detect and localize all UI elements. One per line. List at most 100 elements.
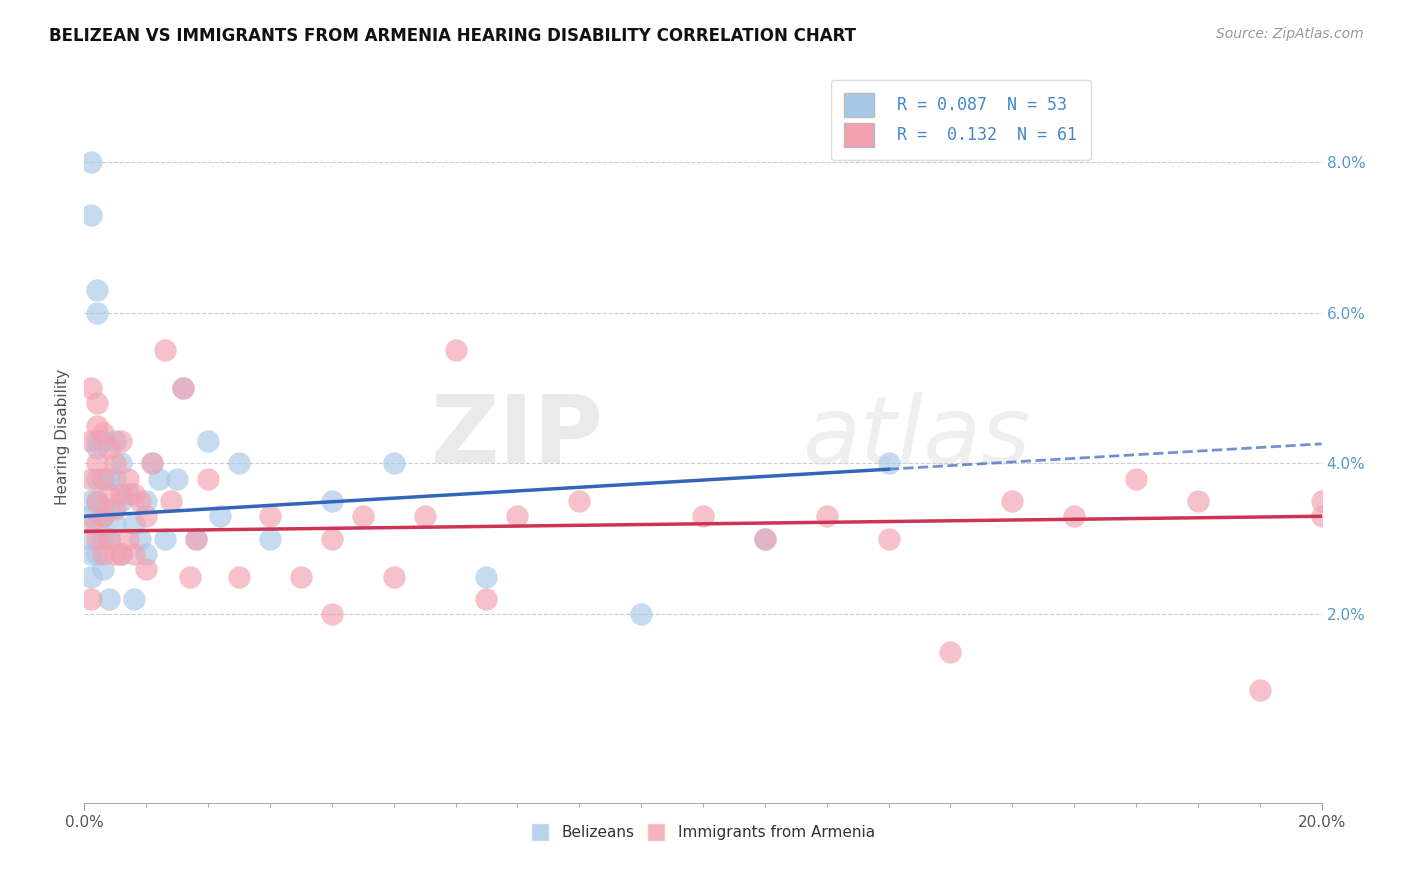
Point	[91, 532, 114, 546]
Point	[259, 509, 281, 524]
Point	[1310, 509, 1333, 524]
Point	[79, 547, 101, 561]
Point	[91, 426, 114, 441]
Point	[79, 592, 101, 607]
Point	[815, 509, 838, 524]
Point	[754, 532, 776, 546]
Point	[91, 562, 114, 576]
Point	[110, 494, 132, 508]
Point	[79, 381, 101, 395]
Point	[86, 396, 108, 410]
Point	[172, 381, 194, 395]
Point	[86, 283, 108, 297]
Point	[197, 471, 219, 485]
Point	[1125, 471, 1147, 485]
Point	[141, 457, 163, 471]
Point	[86, 306, 108, 320]
Point	[122, 486, 145, 500]
Point	[1310, 494, 1333, 508]
Point	[91, 509, 114, 524]
Point	[135, 509, 157, 524]
Point	[91, 471, 114, 485]
Point	[104, 501, 127, 516]
Point	[1249, 682, 1271, 697]
Point	[209, 509, 232, 524]
Point	[104, 547, 127, 561]
Point	[122, 592, 145, 607]
Text: ZIP: ZIP	[432, 391, 605, 483]
Text: Source: ZipAtlas.com: Source: ZipAtlas.com	[1216, 27, 1364, 41]
Point	[166, 471, 188, 485]
Point	[122, 516, 145, 531]
Point	[135, 494, 157, 508]
Point	[184, 532, 207, 546]
Point	[172, 381, 194, 395]
Point	[91, 471, 114, 485]
Point	[290, 569, 312, 583]
Point	[79, 569, 101, 583]
Point	[110, 547, 132, 561]
Point	[86, 442, 108, 456]
Point	[129, 532, 152, 546]
Point	[259, 532, 281, 546]
Point	[382, 457, 405, 471]
Point	[1063, 509, 1085, 524]
Point	[877, 532, 900, 546]
Point	[197, 434, 219, 448]
Point	[1187, 494, 1209, 508]
Point	[122, 547, 145, 561]
Point	[135, 547, 157, 561]
Point	[129, 494, 152, 508]
Point	[877, 457, 900, 471]
Point	[117, 532, 139, 546]
Point	[79, 509, 101, 524]
Point	[382, 569, 405, 583]
Text: atlas: atlas	[801, 392, 1031, 483]
Point	[79, 154, 101, 169]
Point	[91, 547, 114, 561]
Point	[475, 569, 498, 583]
Point	[475, 592, 498, 607]
Point	[104, 471, 127, 485]
Point	[321, 532, 343, 546]
Point	[692, 509, 714, 524]
Point	[98, 471, 121, 485]
Point	[179, 569, 201, 583]
Point	[228, 457, 250, 471]
Point	[148, 471, 170, 485]
Point	[86, 471, 108, 485]
Point	[98, 442, 121, 456]
Point	[79, 208, 101, 222]
Point	[413, 509, 436, 524]
Point	[321, 494, 343, 508]
Point	[86, 516, 108, 531]
Point	[79, 494, 101, 508]
Point	[321, 607, 343, 622]
Point	[110, 547, 132, 561]
Point	[110, 457, 132, 471]
Point	[506, 509, 529, 524]
Point	[630, 607, 652, 622]
Point	[98, 592, 121, 607]
Point	[79, 532, 101, 546]
Point	[86, 434, 108, 448]
Point	[754, 532, 776, 546]
Point	[86, 457, 108, 471]
Point	[98, 501, 121, 516]
Point	[91, 501, 114, 516]
Point	[86, 418, 108, 433]
Point	[110, 434, 132, 448]
Point	[104, 457, 127, 471]
Point	[110, 486, 132, 500]
Point	[79, 434, 101, 448]
Point	[79, 516, 101, 531]
Point	[352, 509, 374, 524]
Point	[141, 457, 163, 471]
Point	[86, 532, 108, 546]
Point	[228, 569, 250, 583]
Point	[184, 532, 207, 546]
Legend: Belizeans, Immigrants from Armenia: Belizeans, Immigrants from Armenia	[526, 819, 880, 847]
Point	[98, 532, 121, 546]
Point	[1001, 494, 1024, 508]
Point	[939, 645, 962, 659]
